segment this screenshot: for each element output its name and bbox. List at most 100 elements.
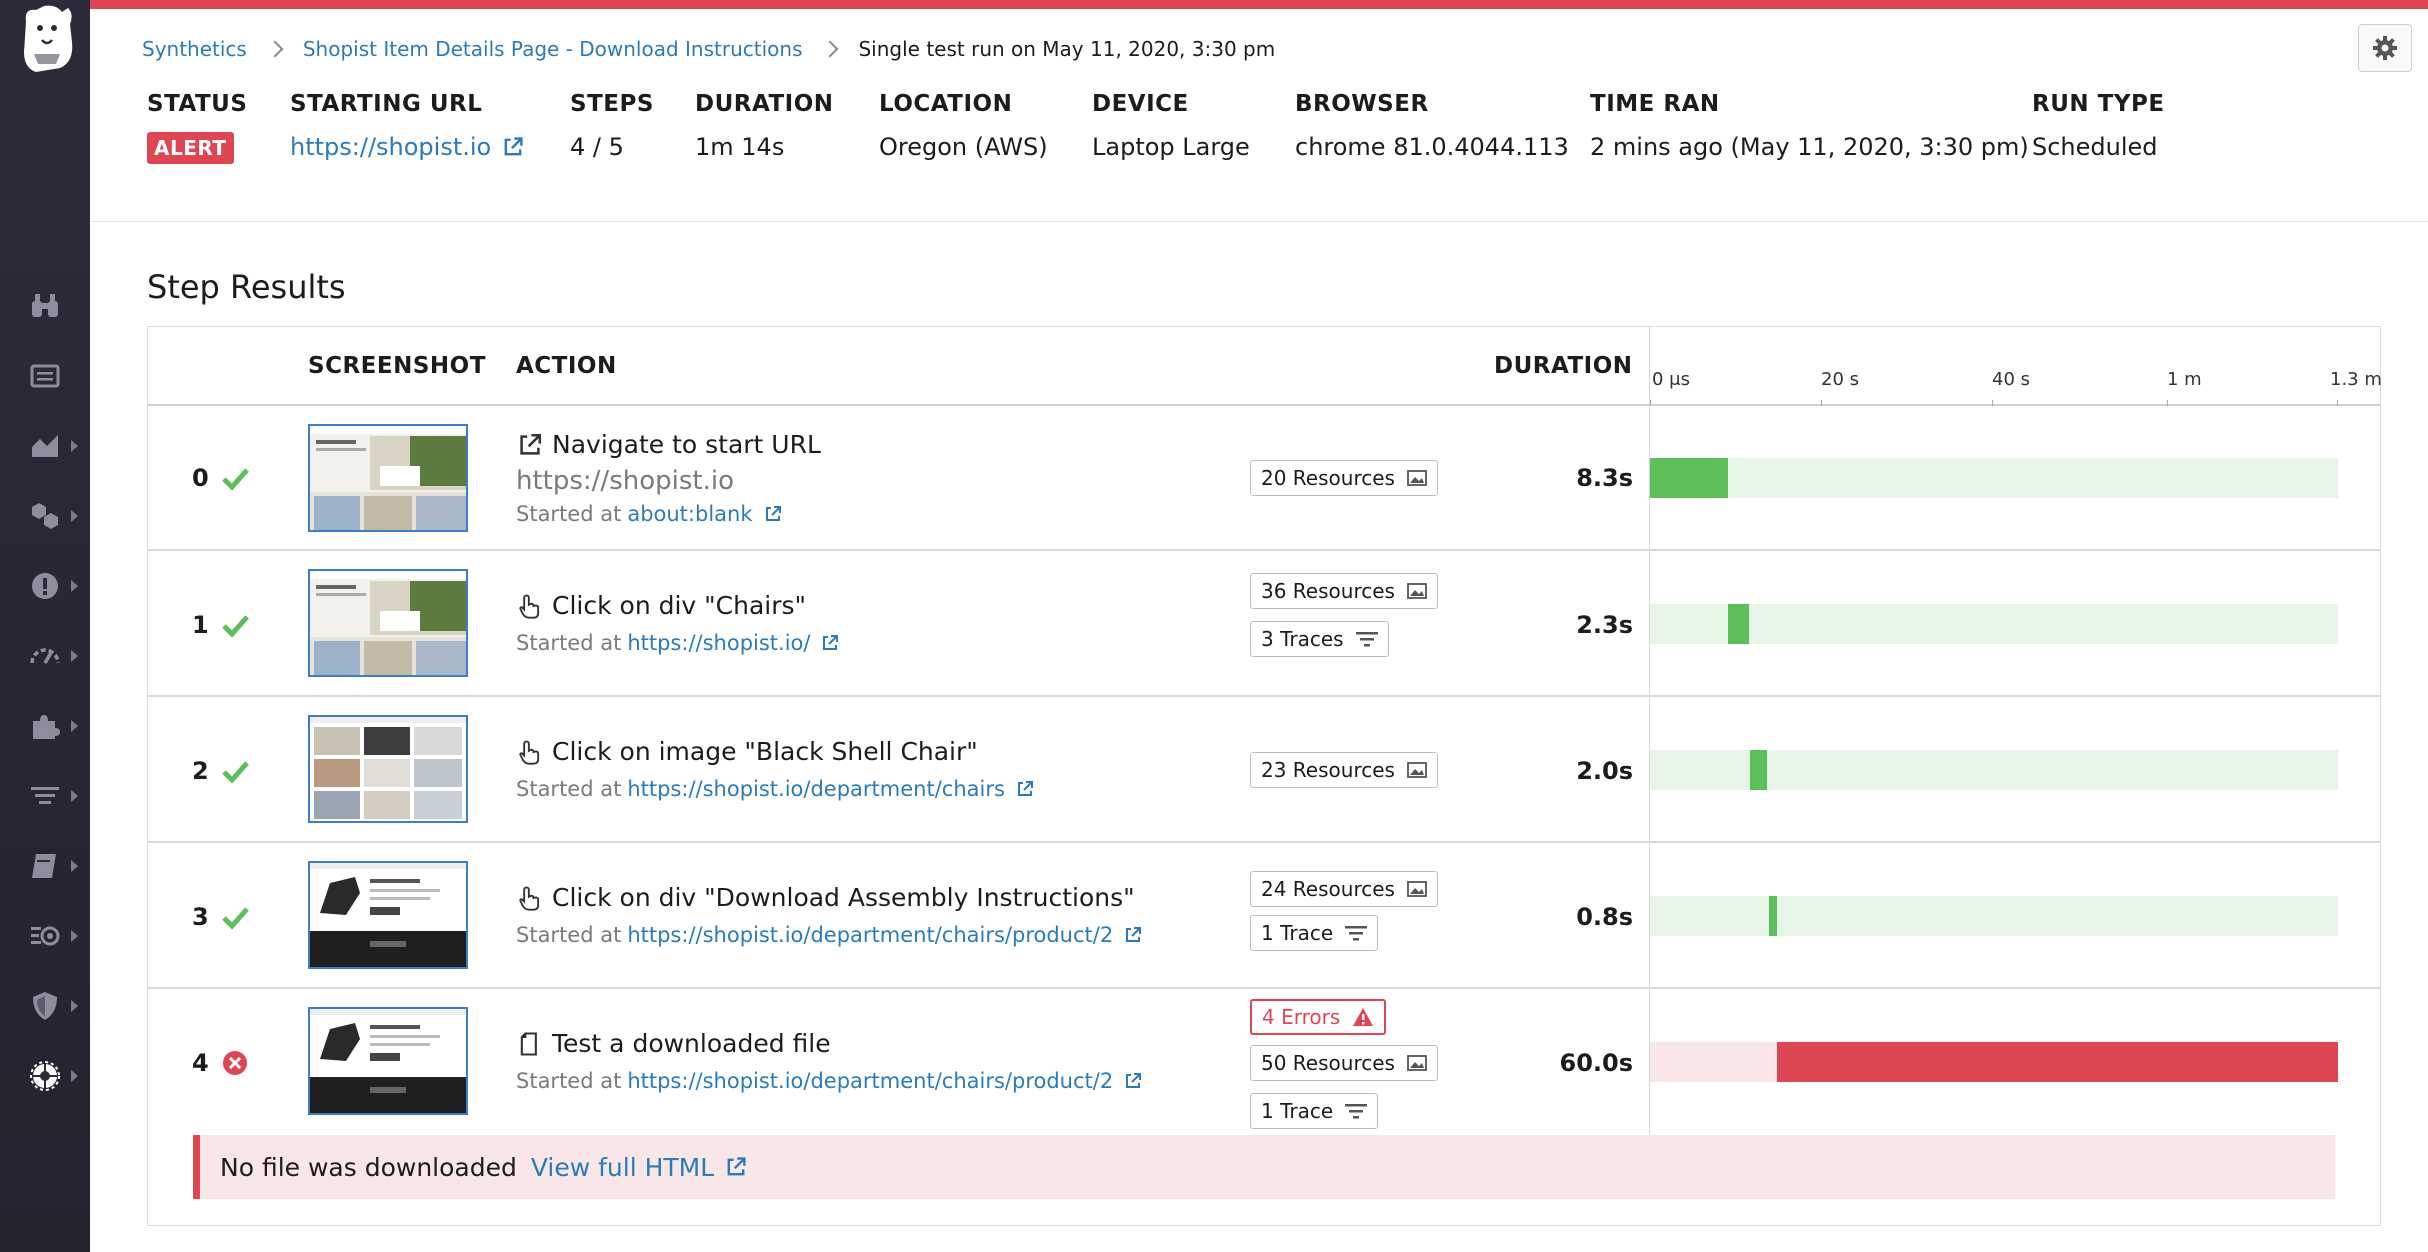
started-url-link[interactable]: https://shopist.io/department/chairs	[627, 777, 1005, 801]
step-screenshot[interactable]	[308, 861, 468, 969]
chevron-right-icon	[821, 40, 839, 58]
starting-url-link[interactable]: https://shopist.io	[290, 133, 492, 161]
started-url-link[interactable]: https://shopist.io/	[627, 631, 811, 655]
summary-location: LOCATION Oregon (AWS)	[879, 91, 1048, 161]
resources-button[interactable]: 36 Resources	[1250, 573, 1438, 609]
duration-bar[interactable]	[1769, 896, 1777, 936]
click-hand-icon	[519, 886, 540, 911]
nav-integrations[interactable]	[0, 696, 90, 756]
step-started-at: Started at about:blank	[516, 502, 783, 526]
nav-synthetics[interactable]	[0, 1046, 90, 1106]
timeline-cell	[1649, 843, 2380, 987]
table-header: SCREENSHOT ACTION DURATION 0 μs 20 s 40 …	[148, 327, 2382, 406]
tick-label: 20 s	[1821, 369, 1860, 390]
area-chart-icon	[32, 435, 58, 457]
image-icon	[1407, 470, 1427, 486]
step-duration: 2.3s	[1576, 611, 1633, 639]
tick-label: 1.3 m	[2330, 369, 2382, 390]
nav-infrastructure[interactable]	[0, 486, 90, 546]
file-icon	[520, 1031, 537, 1056]
traces-button[interactable]: 3 Traces	[1250, 621, 1389, 657]
timeline-track	[1650, 1042, 2338, 1082]
breadcrumb-test[interactable]: Shopist Item Details Page - Download Ins…	[302, 37, 803, 61]
sidebar	[0, 0, 90, 1252]
filter-lines-icon	[1345, 1104, 1368, 1119]
external-link-icon[interactable]	[820, 633, 840, 653]
duration-bar[interactable]	[1650, 458, 1728, 498]
step-duration: 60.0s	[1559, 1049, 1634, 1077]
traces-button[interactable]: 1 Trace	[1250, 1093, 1379, 1129]
duration-bar[interactable]	[1777, 1042, 2338, 1082]
step-action-title: Click on image "Black Shell Chair"	[516, 737, 978, 766]
image-icon	[1407, 762, 1427, 778]
step-screenshot[interactable]	[308, 715, 468, 823]
resources-button[interactable]: 24 Resources	[1250, 871, 1438, 907]
table-row[interactable]: 2 Click on image "Black Shell Chair" Sta…	[148, 697, 2380, 843]
external-link-icon[interactable]	[1123, 925, 1143, 945]
step-number: 0	[192, 464, 209, 492]
step-duration: 2.0s	[1576, 757, 1633, 785]
nav-apm[interactable]	[0, 626, 90, 686]
step-action-title: Click on div "Chairs"	[516, 591, 806, 620]
table-row[interactable]: 0 Navigate to start URL https://shopist.…	[148, 406, 2380, 551]
check-icon	[222, 615, 249, 638]
started-url-link[interactable]: https://shopist.io/department/chairs/pro…	[627, 1069, 1114, 1093]
header-divider	[90, 221, 2428, 222]
settings-button[interactable]	[2358, 24, 2412, 72]
resources-button[interactable]: 23 Resources	[1250, 752, 1438, 788]
nav-security[interactable]	[0, 976, 90, 1036]
step-screenshot[interactable]	[308, 569, 468, 677]
book-icon	[32, 854, 56, 878]
duration-bar[interactable]	[1750, 750, 1767, 790]
nav-rum[interactable]	[0, 906, 90, 966]
timeline-cell	[1649, 551, 2380, 695]
view-full-html-link[interactable]: View full HTML	[531, 1153, 748, 1182]
click-hand-icon	[519, 594, 540, 619]
table-row[interactable]: 3 Click on div "Download Assembly Instru…	[148, 843, 2380, 989]
summary-browser: BROWSER chrome 81.0.4044.113	[1295, 91, 1569, 161]
external-link-icon[interactable]	[763, 504, 783, 524]
summary-status: STATUS ALERT	[147, 88, 247, 164]
step-number: 1	[192, 611, 209, 639]
table-row[interactable]: 1 Click on div "Chairs" Started at https…	[148, 551, 2380, 697]
resources-button[interactable]: 20 Resources	[1250, 460, 1438, 496]
external-link-icon[interactable]	[1015, 779, 1035, 799]
check-icon	[222, 907, 249, 930]
gear-icon	[2373, 36, 2397, 60]
alert-circle-icon	[32, 573, 58, 599]
step-number: 3	[192, 903, 209, 931]
traces-button[interactable]: 1 Trace	[1250, 915, 1379, 951]
user-monitoring-icon	[31, 926, 60, 946]
chevron-right-icon	[266, 40, 284, 58]
resources-button[interactable]: 50 Resources	[1250, 1045, 1438, 1081]
started-url-link[interactable]: about:blank	[627, 502, 753, 526]
tick-label: 0 μs	[1652, 369, 1691, 390]
external-link-icon[interactable]	[1123, 1071, 1143, 1091]
image-icon	[1407, 1055, 1427, 1071]
speedometer-icon	[30, 648, 60, 664]
step-started-at: Started at https://shopist.io/department…	[516, 923, 1143, 947]
nav-dashboards[interactable]	[0, 416, 90, 476]
nav-events[interactable]	[0, 346, 90, 406]
external-link-icon[interactable]	[501, 135, 525, 159]
step-screenshot[interactable]	[308, 1007, 468, 1115]
breadcrumb-current: Single test run on May 11, 2020, 3:30 pm	[858, 37, 1276, 61]
started-url-link[interactable]: https://shopist.io/department/chairs/pro…	[627, 923, 1114, 947]
filter-lines-icon	[31, 787, 59, 804]
nav-logs[interactable]	[0, 766, 90, 826]
datadog-logo-icon[interactable]	[16, 2, 78, 76]
duration-bar[interactable]	[1728, 604, 1749, 644]
step-started-at: Started at https://shopist.io/	[516, 631, 840, 655]
error-banner: No file was downloaded View full HTML	[193, 1135, 2335, 1199]
breadcrumb-synthetics[interactable]: Synthetics	[142, 37, 247, 61]
errors-button[interactable]: 4 Errors	[1250, 999, 1387, 1035]
step-screenshot[interactable]	[308, 424, 468, 532]
step-duration: 8.3s	[1576, 464, 1633, 492]
table-row[interactable]: 4 Test a downloaded file Started at http…	[148, 989, 2380, 1225]
timeline-cell	[1649, 406, 2380, 549]
nav-notebooks[interactable]	[0, 836, 90, 896]
hexagons-icon	[32, 503, 58, 529]
summary-device: DEVICE Laptop Large	[1092, 91, 1250, 161]
nav-watchdog[interactable]	[0, 276, 90, 336]
nav-monitors[interactable]	[0, 556, 90, 616]
